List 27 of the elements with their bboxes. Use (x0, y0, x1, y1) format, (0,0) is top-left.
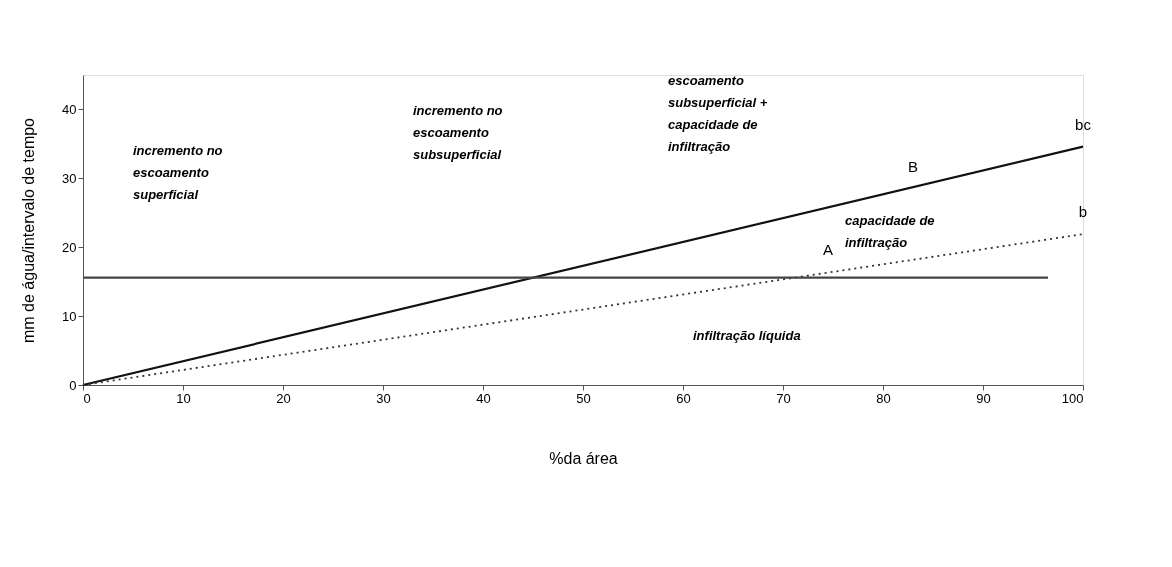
x-tick-label: 40 (476, 390, 491, 406)
x-tick-label: 70 (776, 390, 791, 406)
annotation: A (823, 241, 834, 258)
x-tick-label: 80 (876, 390, 891, 406)
annotation: escoamento subsuperficial + capacidade de infiltração (668, 73, 768, 154)
series-label: b (1078, 203, 1088, 221)
annotation: B (908, 158, 919, 175)
x-tick-label: 50 (576, 390, 591, 406)
x-axis-title: %da área (549, 449, 618, 467)
annotation: infiltração líquida (693, 328, 801, 343)
annotation: incremento no escoamento subsuperficial (413, 103, 503, 162)
annotation: incremento no escoamento superficial (133, 143, 223, 202)
annotation: capacidade de infiltração (845, 213, 935, 250)
y-axis-title: mm de água/intervalo de tempo (20, 117, 38, 344)
y-tick-label: 0 (69, 377, 77, 393)
x-tick-label: 20 (276, 390, 291, 406)
y-tick-label: 30 (62, 170, 77, 186)
x-tick-label: 60 (676, 390, 691, 406)
x-tick-label: 90 (976, 390, 991, 406)
x-tick-label: 100 (1061, 390, 1084, 406)
y-tick-label: 20 (62, 239, 77, 255)
x-tick-label: 0 (83, 390, 91, 406)
x-tick-label: 30 (376, 390, 391, 406)
y-tick-label: 10 (62, 308, 77, 324)
series-label: bc (1075, 115, 1092, 133)
x-tick-label: 10 (176, 390, 191, 406)
y-tick-label: 40 (62, 101, 77, 117)
